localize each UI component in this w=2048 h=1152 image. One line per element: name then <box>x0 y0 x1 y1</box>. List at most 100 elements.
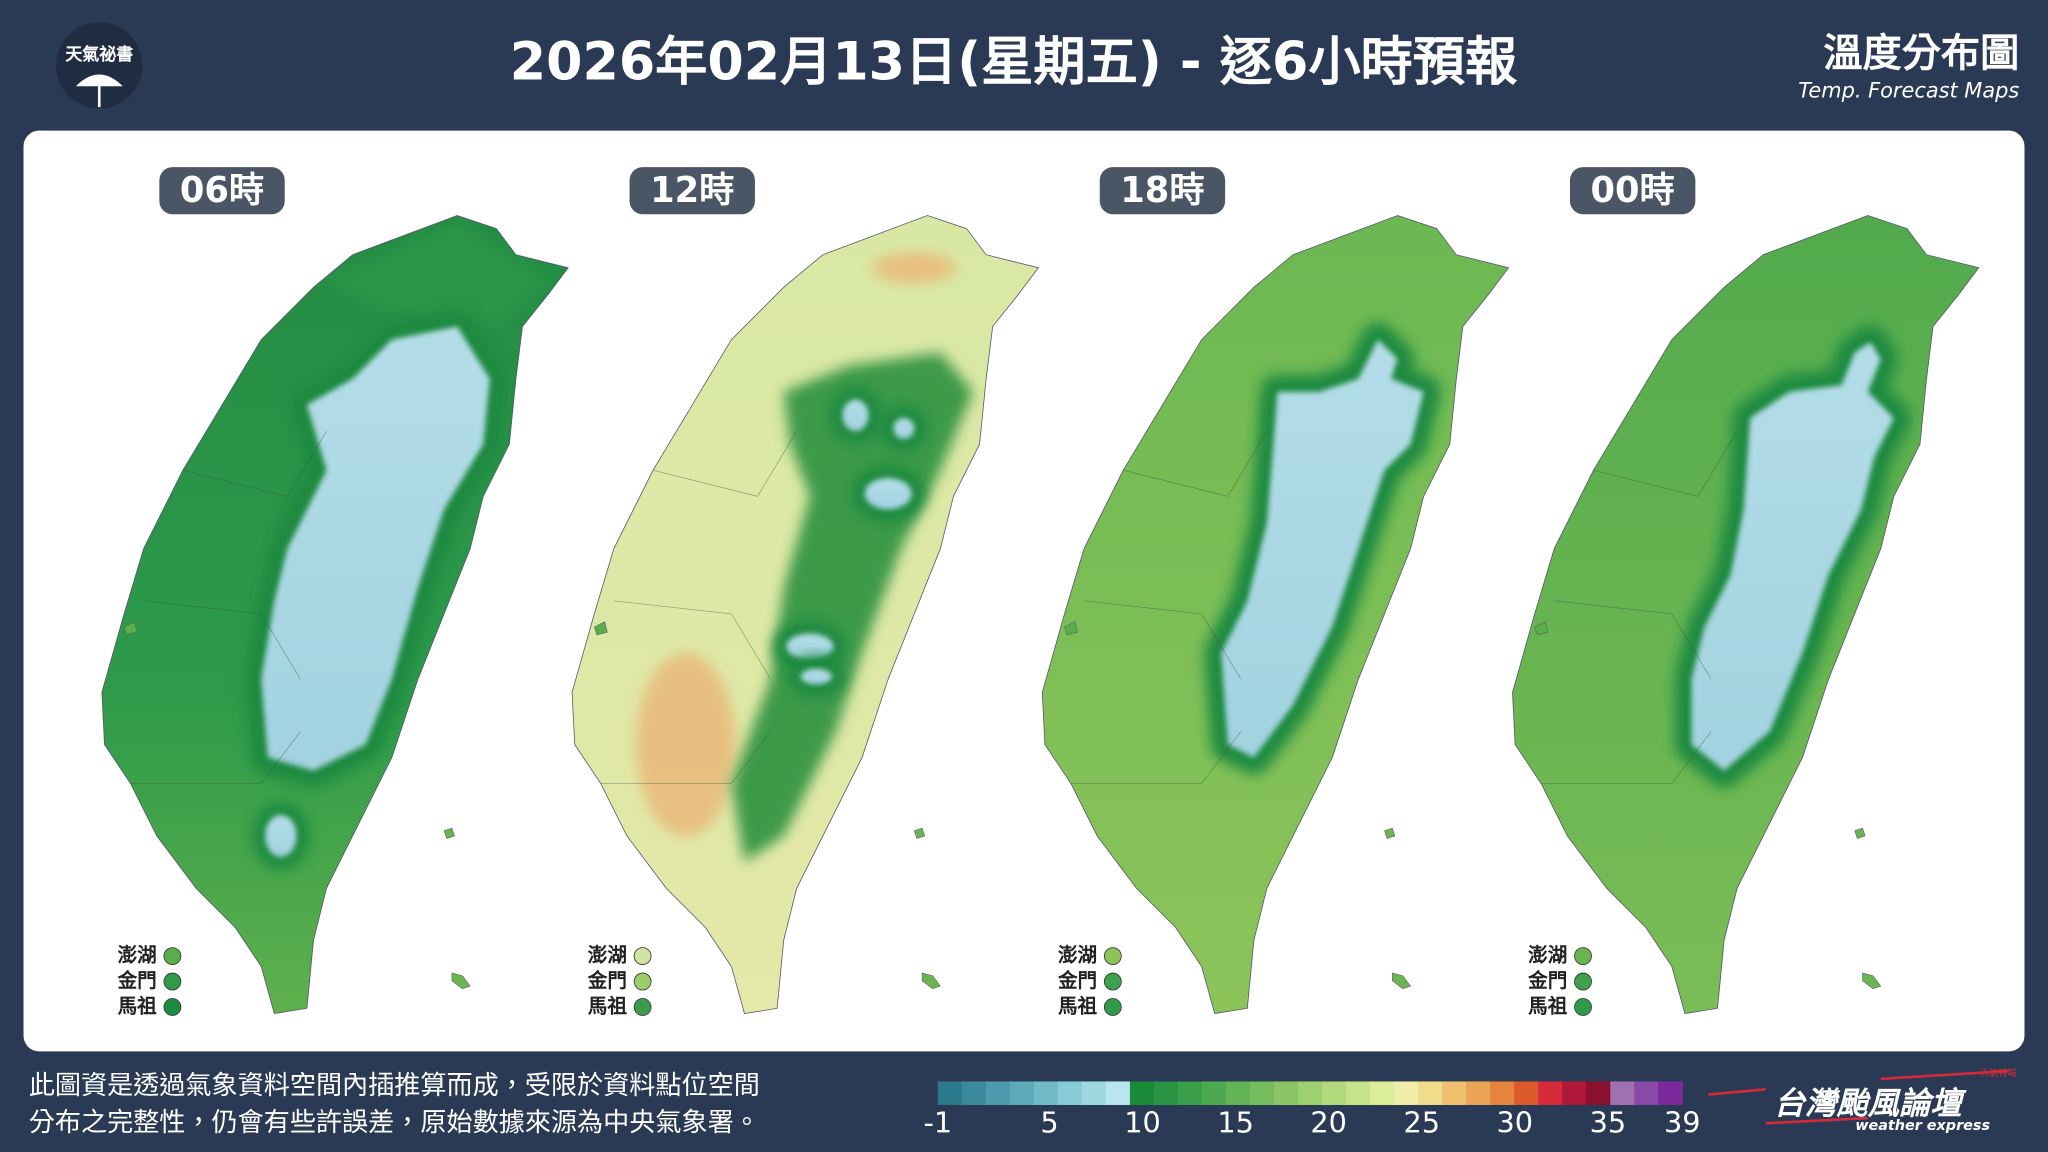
island-dot <box>163 947 182 965</box>
warm-area <box>636 653 736 836</box>
time-label: 12時 <box>650 170 734 211</box>
map-fields <box>244 222 549 870</box>
colorbar-tick-label: 10 <box>1124 1106 1161 1140</box>
colorbar-tick-label: -1 <box>923 1106 952 1140</box>
colorbar-segment <box>1105 1081 1131 1105</box>
small-island <box>1392 972 1412 990</box>
cold-area <box>800 668 832 685</box>
colorbar-segment <box>1298 1081 1323 1105</box>
island-name: 馬祖 <box>588 995 628 1018</box>
county-line <box>600 430 798 784</box>
product-subtitle: Temp. Forecast Maps <box>1798 78 2019 102</box>
island-name: 金門 <box>1057 969 1097 992</box>
colorbar-segment <box>1225 1081 1251 1105</box>
colorbar-segment <box>1177 1081 1203 1105</box>
brand-subtitle: weather express <box>1855 1118 1990 1134</box>
colorbar-segment <box>1634 1081 1659 1105</box>
product-title: 溫度分布圖 <box>1823 32 2019 77</box>
colorbar-segment <box>1033 1081 1059 1105</box>
county-line <box>1541 430 1738 784</box>
colorbar-segment <box>985 1081 1011 1105</box>
cold-area <box>786 633 834 660</box>
island-dot <box>163 998 182 1016</box>
island-dot <box>163 972 182 991</box>
colorbar-tick-label: 5 <box>1040 1106 1058 1140</box>
cold-area <box>842 399 869 432</box>
island-dot <box>1103 998 1122 1016</box>
small-island <box>443 827 455 839</box>
island-dot <box>1574 972 1592 991</box>
colorbar-segment <box>1009 1081 1035 1105</box>
island-name: 澎湖 <box>588 944 627 967</box>
colorbar-segment <box>1490 1081 1515 1105</box>
warm-area <box>872 252 957 284</box>
colorbar-segment <box>1370 1081 1395 1105</box>
colorbar-segment <box>1057 1081 1083 1105</box>
island-dot <box>1103 947 1122 965</box>
small-island <box>1384 827 1396 839</box>
colorbar-segment <box>1586 1081 1611 1105</box>
island-name: 馬祖 <box>1058 995 1098 1018</box>
time-label: 06時 <box>180 170 264 211</box>
colorbar-segment <box>1394 1081 1419 1105</box>
cold-area <box>265 815 297 857</box>
colorbar-segment <box>1538 1081 1563 1105</box>
cold-area <box>1221 339 1424 758</box>
colorbar-tick-label: 25 <box>1403 1106 1440 1140</box>
brand-swoosh <box>1765 1116 1868 1125</box>
logo: 天氣祕書 <box>56 22 143 109</box>
island-dot <box>1103 972 1122 991</box>
colorbar-segment <box>1466 1081 1491 1105</box>
small-island <box>1854 827 1866 839</box>
logo-circle <box>56 22 143 109</box>
brand-badge: 天氣特報 <box>1980 1067 2017 1079</box>
colorbar: -1 5 10 15 20 25 30 35 39 <box>923 1081 1701 1140</box>
small-island <box>921 972 941 990</box>
county-line <box>130 430 327 784</box>
map-fields <box>1674 325 1911 788</box>
colorbar-segment <box>961 1081 987 1105</box>
time-label-pill <box>629 167 755 215</box>
time-label-pill <box>1099 167 1226 215</box>
header-title: 2026年02月13日(星期五) - 逐6小時預報 <box>510 32 1518 92</box>
island-dot <box>633 972 652 991</box>
colorbar-tick-label: 35 <box>1590 1106 1627 1140</box>
colorbar-segment <box>1562 1081 1587 1105</box>
small-island <box>1862 972 1882 990</box>
cold-area <box>893 417 915 439</box>
colorbar-segment <box>1153 1081 1179 1105</box>
small-island <box>123 621 138 636</box>
time-label: 18時 <box>1120 170 1204 211</box>
island-name: 金門 <box>587 969 627 992</box>
time-label: 00時 <box>1590 170 1674 211</box>
small-island <box>1534 621 1549 636</box>
island-dot <box>1574 998 1592 1016</box>
colorbar-segment <box>1201 1081 1227 1105</box>
north-lowland <box>326 222 549 327</box>
colorbar-segment <box>1658 1081 1683 1105</box>
small-island <box>451 972 471 990</box>
island-name: 澎湖 <box>118 944 157 967</box>
cold-area <box>1691 342 1894 771</box>
small-island <box>593 621 608 636</box>
small-island <box>913 827 926 839</box>
brand-swoosh <box>1880 1069 2009 1081</box>
colorbar-segment <box>1322 1081 1347 1105</box>
colorbar-segment <box>1129 1081 1155 1105</box>
colorbar-segment <box>1274 1081 1299 1105</box>
island-name: 馬祖 <box>1528 995 1568 1018</box>
colorbar-segment <box>1250 1081 1275 1105</box>
county-line <box>1071 430 1268 784</box>
time-label-pill <box>1569 167 1696 215</box>
island-dot <box>633 998 652 1016</box>
colorbar-tick-label: 30 <box>1497 1106 1534 1140</box>
island-dot <box>1574 947 1592 965</box>
colorbar-segment <box>937 1081 963 1105</box>
colorbar-segment <box>1442 1081 1467 1105</box>
island-name: 澎湖 <box>1528 944 1567 967</box>
footer-note: 分布之完整性，仍會有些許誤差，原始數據來源為中央氣象署。 <box>29 1108 760 1138</box>
